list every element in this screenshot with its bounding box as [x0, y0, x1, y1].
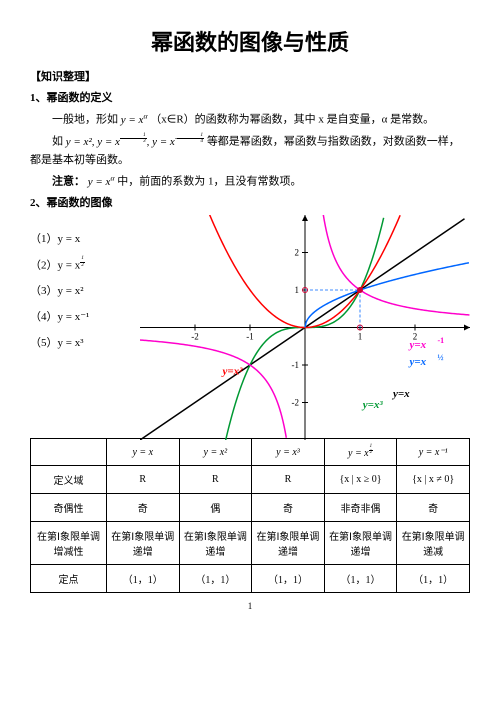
graph-row: （1）y = x （2）y = x12 （3）y = x² （4）y = x⁻¹…	[30, 215, 470, 440]
row-head-parity: 奇偶性	[31, 494, 107, 522]
eq-4: （4）y = x⁻¹	[30, 308, 140, 324]
head-blank	[31, 439, 107, 466]
properties-table: y = x y = x² y = x³ y = x12 y = x⁻¹ 定义域 …	[30, 438, 470, 593]
table-row: 定点 （1，1） （1，1） （1，1） （1，1） （1，1）	[31, 565, 470, 593]
svg-text:y=x: y=x	[391, 388, 410, 400]
svg-text:-1: -1	[246, 332, 254, 342]
cell: 奇	[106, 494, 179, 522]
page-number: 1	[30, 601, 470, 611]
row-head-domain: 定义域	[31, 466, 107, 494]
table-row: 在第Ⅰ象限单调增减性 在第Ⅰ象限单调递增 在第Ⅰ象限单调递增 在第Ⅰ象限单调递增…	[31, 522, 470, 565]
row-head-mono: 在第Ⅰ象限单调增减性	[31, 522, 107, 565]
cell: R	[106, 466, 179, 494]
heading-definition: 1、幂函数的定义	[30, 90, 470, 108]
definition-para: 一般地，形如 y = xα （x∈R）的函数称为幂函数，其中 x 是自变量，α …	[30, 110, 470, 129]
examples-para: 如 y = x², y = x13, y = x-14 等都是幂函数，幂函数与指…	[30, 132, 470, 169]
eq-1: （1）y = x	[30, 230, 140, 246]
note-formula: y = xα	[88, 176, 115, 188]
note-label: 注意：	[52, 176, 85, 188]
cell: R	[179, 466, 252, 494]
power-formula: y = xα	[121, 114, 148, 126]
cell: 奇	[252, 494, 325, 522]
power-chart: -2-2-1-11122y=xy=x³y=x²y=x½y=x-1	[140, 215, 470, 440]
cell: （1，1）	[252, 565, 325, 593]
fn-2: y = x²	[179, 439, 252, 466]
heading-knowledge: 【知识整理】	[30, 69, 470, 87]
table-row: y = x y = x² y = x³ y = x12 y = x⁻¹	[31, 439, 470, 466]
table-row: 奇偶性 奇 偶 奇 非奇非偶 奇	[31, 494, 470, 522]
note-body: 中，前面的系数为 1，且没有常数项。	[117, 176, 301, 188]
eq-3: （3）y = x²	[30, 282, 140, 298]
def-text-b: （x∈R）的函数称为幂函数，其中 x 是自变量，α 是常数。	[150, 114, 434, 126]
fn-4: y = x12	[324, 439, 397, 466]
cell: 在第Ⅰ象限单调递增	[106, 522, 179, 565]
cell: 非奇非偶	[324, 494, 397, 522]
svg-text:y=x: y=x	[408, 356, 427, 368]
cell: 在第Ⅰ象限单调递增	[324, 522, 397, 565]
cell: {x | x ≥ 0}	[324, 466, 397, 494]
cell: 在第Ⅰ象限单调递增	[252, 522, 325, 565]
svg-text:½: ½	[438, 353, 444, 362]
svg-text:-1: -1	[292, 360, 300, 370]
cell: 在第Ⅰ象限单调递减	[397, 522, 470, 565]
equation-list: （1）y = x （2）y = x12 （3）y = x² （4）y = x⁻¹…	[30, 215, 140, 440]
cell: （1，1）	[179, 565, 252, 593]
note-para: 注意： y = xα 中，前面的系数为 1，且没有常数项。	[30, 172, 470, 191]
example-formulas: y = x², y = x13, y = x-14	[66, 136, 204, 148]
fn-3: y = x³	[252, 439, 325, 466]
cell: （1，1）	[397, 565, 470, 593]
cell: 偶	[179, 494, 252, 522]
svg-text:1: 1	[358, 332, 363, 342]
heading-graph: 2、幂函数的图像	[30, 195, 470, 213]
svg-text:-2: -2	[191, 332, 199, 342]
cell: 在第Ⅰ象限单调递增	[179, 522, 252, 565]
cell: （1，1）	[324, 565, 397, 593]
fn-5: y = x⁻¹	[397, 439, 470, 466]
page-title: 幂函数的图像与性质	[30, 25, 470, 57]
eq-5: （5）y = x³	[30, 334, 140, 350]
svg-text:y=x³: y=x³	[361, 399, 384, 411]
fn-1: y = x	[106, 439, 179, 466]
eq-2: （2）y = x12	[30, 256, 140, 272]
ex-text-a: 如	[52, 136, 66, 148]
svg-text:-1: -1	[438, 336, 445, 345]
table-row: 定义域 R R R {x | x ≥ 0} {x | x ≠ 0}	[31, 466, 470, 494]
svg-text:1: 1	[295, 285, 300, 295]
svg-text:y=x: y=x	[408, 339, 427, 351]
cell: {x | x ≠ 0}	[397, 466, 470, 494]
svg-text:y=x²: y=x²	[221, 366, 244, 378]
row-head-point: 定点	[31, 565, 107, 593]
cell: R	[252, 466, 325, 494]
def-text-a: 一般地，形如	[52, 114, 121, 126]
svg-text:2: 2	[295, 248, 300, 258]
cell: （1，1）	[106, 565, 179, 593]
cell: 奇	[397, 494, 470, 522]
svg-text:-2: -2	[292, 398, 300, 408]
